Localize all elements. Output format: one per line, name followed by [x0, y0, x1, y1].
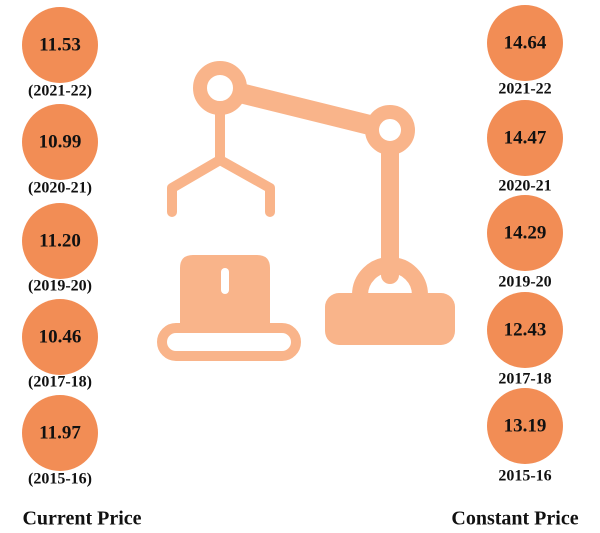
value-label: 11.20: [39, 230, 81, 251]
value-label: 11.97: [39, 422, 81, 443]
value-label: 13.19: [504, 415, 547, 436]
value-label: 10.46: [39, 326, 82, 347]
period-label: (2019-20): [28, 278, 92, 295]
value-label: 11.53: [39, 34, 81, 55]
period-label: (2017-18): [28, 374, 92, 391]
value-label: 12.43: [504, 319, 547, 340]
robot-arm-icon: [162, 68, 455, 356]
value-label: 14.29: [504, 222, 547, 243]
column-heading: Current Price: [22, 508, 141, 530]
value-label: 10.99: [39, 131, 82, 152]
period-label: 2017-18: [498, 371, 551, 388]
period-label: 2019-20: [498, 274, 551, 291]
period-label: (2021-22): [28, 83, 92, 100]
period-label: 2021-22: [498, 81, 551, 98]
column-heading: Constant Price: [451, 508, 578, 530]
value-label: 14.47: [504, 127, 547, 148]
value-label: 14.64: [504, 32, 547, 53]
period-label: (2020-21): [28, 180, 92, 197]
infographic: 11.53 (2021-22) 10.99 (2020-21) 11.20 (2019-2…: [0, 0, 600, 533]
period-label: (2015-16): [28, 471, 92, 488]
period-label: 2015-16: [498, 468, 551, 485]
period-label: 2020-21: [498, 178, 551, 195]
